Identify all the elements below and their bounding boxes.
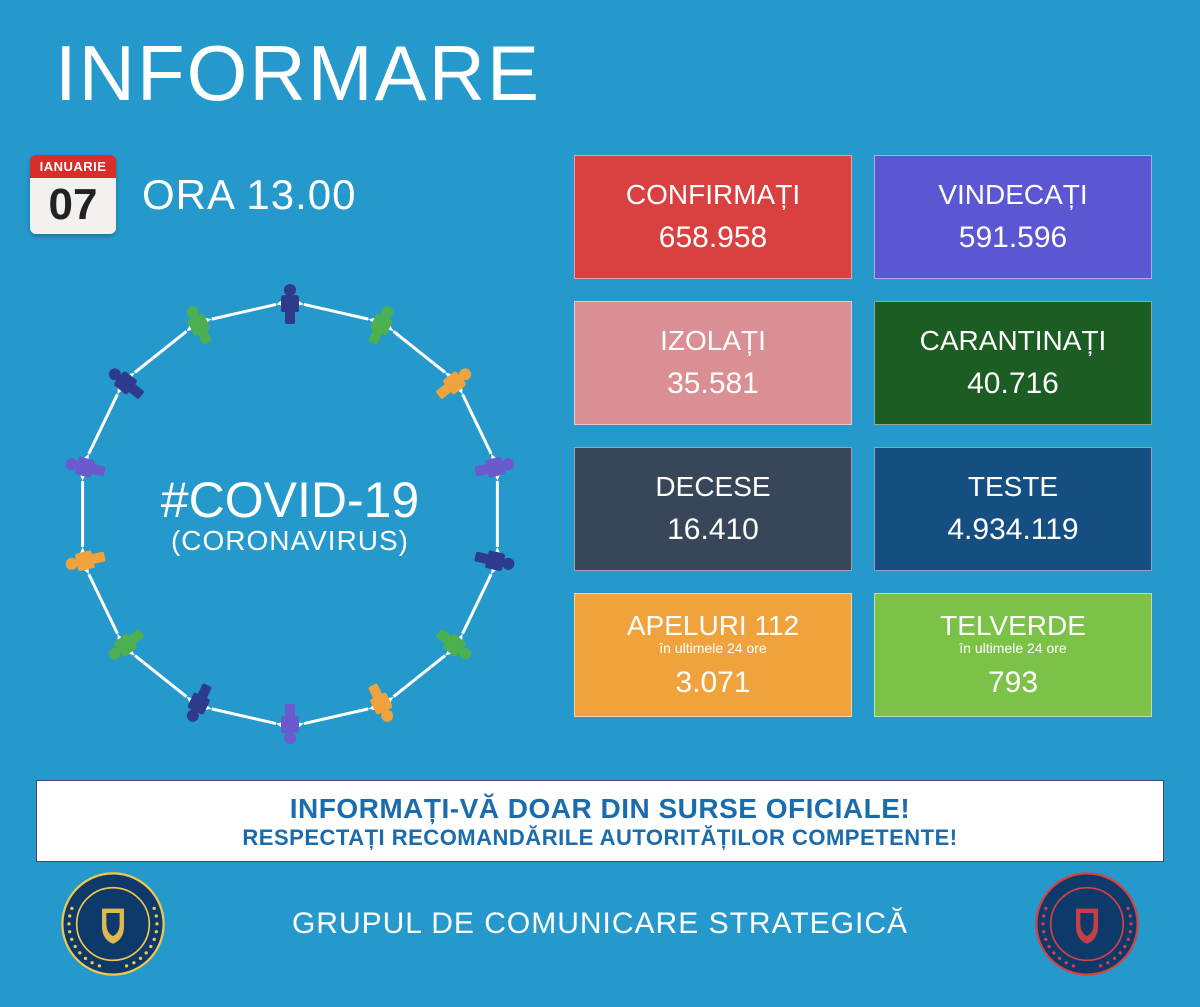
person-icon [182,681,216,725]
subtitle: (CORONAVIRUS) [161,525,419,557]
connector-arrow [457,386,498,461]
person-icon [364,303,398,347]
person-icon [182,303,216,347]
stat-sublabel: în ultimele 24 ore [659,640,766,656]
stat-label: APELURI 112 [627,610,799,642]
stat-label: TESTE [968,471,1058,503]
stat-box: CONFIRMAȚI 658.958 [574,155,852,279]
time-label: ORA 13.00 [142,171,356,219]
stat-value: 16.410 [667,513,759,547]
banner-line1: INFORMAȚI-VĂ DOAR DIN SURSE OFICIALE! [47,793,1153,825]
connector-arrow [204,704,284,728]
stat-value: 658.958 [659,221,767,255]
stat-value: 3.071 [675,666,750,700]
connector-arrow [127,324,194,379]
stat-label: DECESE [655,471,770,503]
crest-right-icon [1032,869,1142,979]
date-time-row: IANUARIE 07 ORA 13.00 [30,155,570,234]
stat-box: TELVERDEîn ultimele 24 ore 793 [874,593,1152,717]
stat-box: CARANTINAȚI 40.716 [874,301,1152,425]
connector-arrow [204,300,284,324]
stat-sublabel: în ultimele 24 ore [959,640,1066,656]
stat-label: IZOLAȚI [660,325,766,357]
footer-text: GRUPUL DE COMUNICARE STRATEGICĂ [168,907,1032,941]
stat-label: CONFIRMAȚI [626,179,800,211]
stat-value: 35.581 [667,367,759,401]
connector-arrow [296,704,376,728]
footer: GRUPUL DE COMUNICARE STRATEGICĂ [0,869,1200,979]
hashtag: #COVID-19 [161,471,419,529]
stats-grid: CONFIRMAȚI 658.958 VINDECAȚI 591.596 IZOLAȚI… [574,155,1152,717]
stat-value: 793 [988,666,1038,700]
stat-value: 40.716 [967,367,1059,401]
stat-box: IZOLAȚI 35.581 [574,301,852,425]
stat-value: 591.596 [959,221,1067,255]
connector-arrow [386,324,453,379]
crest-left-icon [58,869,168,979]
stat-box: VINDECAȚI 591.596 [874,155,1152,279]
calendar-day: 07 [30,178,116,234]
stat-value: 4.934.119 [947,513,1078,547]
people-circle: #COVID-19 (CORONAVIRUS) [50,274,530,754]
connector-arrow [386,649,453,704]
info-banner: INFORMAȚI-VĂ DOAR DIN SURSE OFICIALE! RE… [36,780,1164,862]
calendar: IANUARIE 07 [30,155,116,234]
stat-label: CARANTINAȚI [920,325,1107,357]
left-panel: IANUARIE 07 ORA 13.00 #COVID-19 (CORONAV… [30,155,570,754]
connector-arrow [83,386,124,461]
stat-box: TESTE 4.934.119 [874,447,1152,571]
banner-line2: RESPECTAȚI RECOMANDĂRILE AUTORITĂȚILOR C… [47,825,1153,851]
connector-arrow [127,649,194,704]
connector-arrow [494,474,500,555]
stat-label: VINDECAȚI [938,179,1087,211]
connector-arrow [457,566,498,641]
person-icon [281,704,299,744]
connector-arrow [296,300,376,324]
stat-box: APELURI 112în ultimele 24 ore 3.071 [574,593,852,717]
circle-text: #COVID-19 (CORONAVIRUS) [161,471,419,557]
connector-arrow [83,566,124,641]
stat-label: TELVERDE [940,610,1086,642]
stat-box: DECESE 16.410 [574,447,852,571]
person-icon [281,284,299,324]
page-title: INFORMARE [0,0,1200,119]
connector-arrow [79,474,85,555]
person-icon [364,681,398,725]
calendar-month: IANUARIE [30,155,116,178]
